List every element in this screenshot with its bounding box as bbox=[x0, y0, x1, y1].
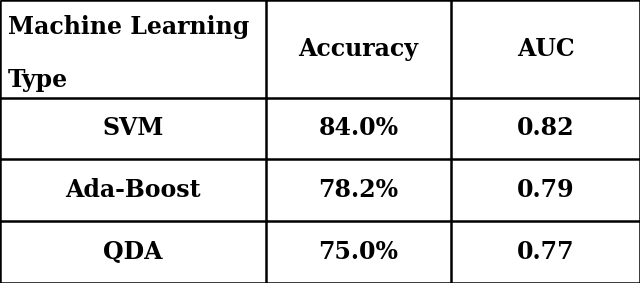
Text: 75.0%: 75.0% bbox=[319, 240, 398, 264]
Text: AUC: AUC bbox=[516, 37, 575, 61]
Text: 78.2%: 78.2% bbox=[318, 178, 399, 202]
Text: Machine Learning: Machine Learning bbox=[8, 15, 249, 39]
Text: 0.77: 0.77 bbox=[516, 240, 575, 264]
Text: Type: Type bbox=[8, 68, 68, 92]
Text: Accuracy: Accuracy bbox=[298, 37, 419, 61]
Text: SVM: SVM bbox=[102, 117, 163, 140]
Text: 84.0%: 84.0% bbox=[318, 117, 399, 140]
Text: Ada-Boost: Ada-Boost bbox=[65, 178, 200, 202]
Text: 0.79: 0.79 bbox=[516, 178, 575, 202]
Text: QDA: QDA bbox=[103, 240, 163, 264]
Text: 0.82: 0.82 bbox=[516, 117, 575, 140]
